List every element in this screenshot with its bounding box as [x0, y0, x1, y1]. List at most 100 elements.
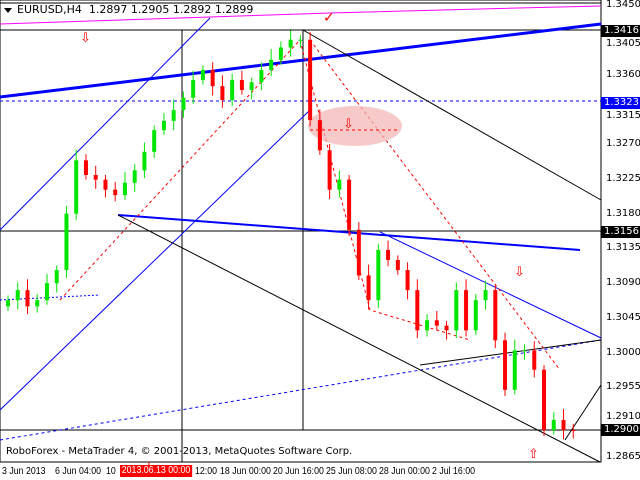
- candle: [44, 283, 49, 301]
- candle: [356, 229, 361, 276]
- candle: [171, 110, 176, 121]
- down-arrow-icon: ⇩: [80, 31, 91, 46]
- candle: [425, 320, 430, 331]
- price-tick: 1.2865: [606, 451, 640, 462]
- candle: [571, 429, 576, 431]
- candle: [327, 150, 332, 190]
- candle: [376, 249, 381, 301]
- magenta-resistance-line: [0, 5, 602, 25]
- price-tick: 1.3045: [606, 312, 640, 323]
- dashed-channel-line: [0, 339, 602, 441]
- time-tick: 28 Jun 00:00: [379, 466, 430, 477]
- price-tick: 1.3000: [606, 347, 640, 358]
- time-tick: 20 Jun 16:00: [273, 466, 324, 477]
- candle: [522, 350, 527, 352]
- candle: [269, 59, 274, 70]
- candle: [113, 189, 118, 196]
- candle: [483, 290, 488, 301]
- price-label: 1.3323: [601, 97, 640, 109]
- chart-title: EURUSD,H4 1.2897 1.2905 1.2892 1.2899: [4, 3, 253, 16]
- candle: [25, 290, 30, 307]
- candle: [415, 290, 420, 331]
- down-arrow-icon: ⇩: [514, 265, 525, 280]
- candle: [288, 39, 293, 48]
- time-tick: 6 Jun 04:00: [55, 466, 101, 477]
- price-tick: 1.3315: [606, 110, 640, 121]
- candle: [161, 120, 166, 131]
- candle: [259, 69, 264, 83]
- candle: [35, 300, 40, 307]
- time-tick: 18 Jun 00:00: [220, 466, 271, 477]
- candle: [542, 369, 547, 430]
- candle: [444, 325, 449, 331]
- symbol-label: EURUSD,H4: [17, 3, 82, 16]
- dropdown-triangle-icon[interactable]: [4, 7, 12, 13]
- price-label: 1.2900: [601, 424, 640, 436]
- time-tick: 3 Jun 2013: [2, 466, 46, 477]
- candle: [249, 82, 254, 90]
- trendline: [117, 214, 601, 463]
- channel-line: [0, 17, 211, 231]
- trendline: [302, 29, 602, 201]
- price-tick: 1.2910: [606, 411, 640, 422]
- candles: [6, 30, 576, 440]
- price-label: 1.3156: [601, 226, 640, 238]
- price-tick: 1.3180: [606, 208, 640, 219]
- time-tick: 10: [106, 466, 116, 477]
- price-tick: 1.3225: [606, 173, 640, 184]
- time-tick: 2 Jul 16:00: [432, 466, 476, 477]
- trendline: [419, 339, 602, 366]
- candle: [191, 79, 196, 98]
- target-zone: [308, 106, 402, 146]
- price-tick: 1.3360: [606, 69, 640, 80]
- candle: [347, 179, 352, 230]
- candle: [239, 79, 244, 90]
- candle: [386, 249, 391, 260]
- candle: [93, 174, 98, 180]
- down-arrow-icon: ⇩: [343, 117, 354, 132]
- red-dashed-wave: [59, 38, 471, 341]
- price-tick: 1.3270: [606, 138, 640, 149]
- candle: [503, 340, 508, 390]
- candle: [83, 160, 88, 175]
- price-label: 1.3416: [601, 25, 640, 37]
- candle: [405, 270, 410, 291]
- candle: [366, 275, 371, 301]
- candle: [64, 213, 69, 271]
- price-tick: 1.3405: [606, 38, 640, 49]
- trendline: [564, 384, 602, 441]
- cursor-time-label: 2013.06.13 00:00: [120, 465, 193, 477]
- candle: [220, 86, 225, 101]
- candle: [210, 69, 215, 87]
- candle: [454, 290, 459, 331]
- candle: [74, 160, 79, 214]
- time-tick: 25 Jun 08:00: [326, 466, 377, 477]
- candle: [493, 290, 498, 341]
- candle: [512, 350, 517, 390]
- candle: [298, 39, 303, 41]
- price-tick: 1.3135: [606, 242, 640, 253]
- candle: [395, 259, 400, 271]
- candle: [561, 419, 566, 430]
- candle: [464, 290, 469, 331]
- candle: [15, 290, 20, 301]
- up-arrow-icon: ⇧: [528, 447, 539, 462]
- candle: [532, 350, 537, 370]
- candle: [230, 79, 235, 101]
- thick-trendline-upper: [0, 22, 602, 99]
- channel-line: [379, 231, 602, 339]
- candle: [132, 170, 137, 183]
- copyright-text: RoboForex - MetaTrader 4, © 2001-2013, M…: [6, 446, 353, 457]
- time-tick: 12:00: [195, 466, 218, 477]
- candle: [337, 179, 342, 190]
- price-tick: 1.2955: [606, 381, 640, 392]
- candle: [6, 300, 10, 307]
- candle: [142, 151, 147, 171]
- candle: [551, 419, 556, 430]
- dashed-line: [0, 294, 101, 301]
- candle: [181, 97, 186, 111]
- candle: [434, 320, 439, 326]
- channel-line: [0, 109, 311, 411]
